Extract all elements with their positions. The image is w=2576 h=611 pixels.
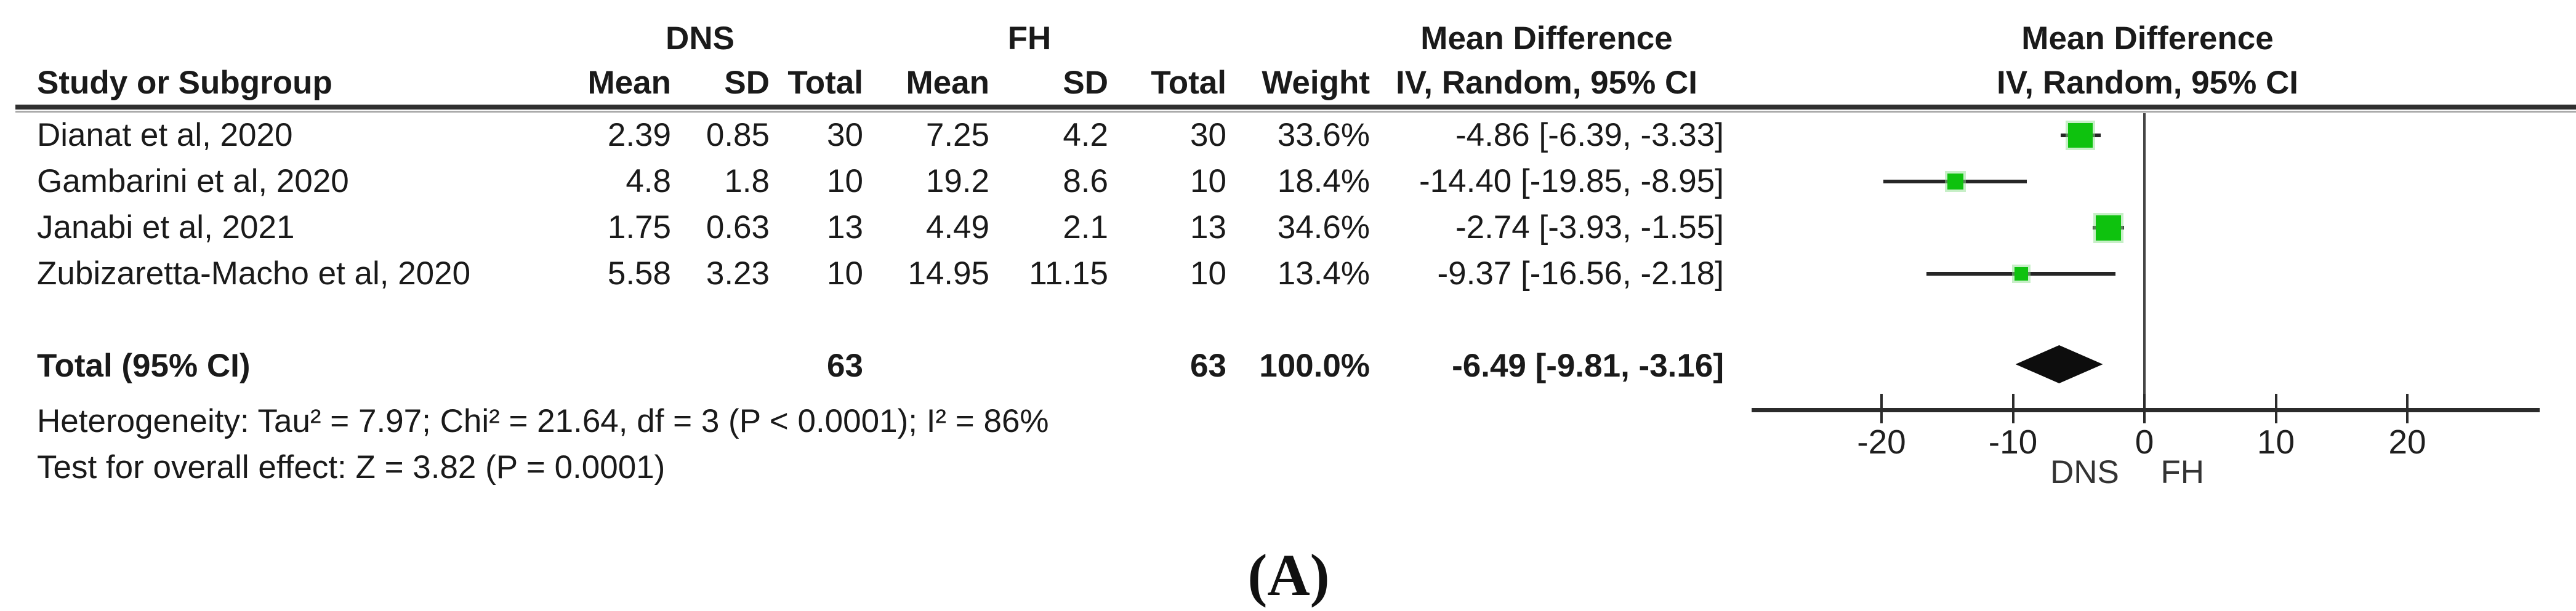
- total-label: Total (95% CI): [37, 348, 251, 384]
- col-header-dns-sd: SD: [724, 65, 770, 101]
- total-dns-n: 63: [827, 348, 863, 384]
- col-header-iv-random: IV, Random, 95% CI: [1396, 65, 1697, 101]
- study-name: Janabi et al, 2021: [37, 209, 295, 246]
- panel-letter: (A): [1247, 542, 1330, 608]
- plot-title: Mean Difference: [2021, 20, 2274, 57]
- group-header-fh: FH: [1007, 20, 1052, 57]
- col-header-dns-total: Total: [787, 65, 863, 101]
- col-header-fh-total: Total: [1151, 65, 1226, 101]
- plot-header-iv-random: IV, Random, 95% CI: [1997, 65, 2298, 101]
- effect-marker: [2096, 215, 2121, 241]
- dns-total-value: 30: [827, 117, 863, 153]
- col-header-fh-mean: Mean: [906, 65, 989, 101]
- axis-tick: [2274, 394, 2277, 423]
- dns-total-value: 13: [827, 209, 863, 246]
- md-column-title: Mean Difference: [1420, 20, 1673, 57]
- axis-tick: [1880, 394, 1883, 423]
- fh-sd-value: 4.2: [1063, 117, 1108, 153]
- dns-total-value: 10: [827, 255, 863, 292]
- axis-tick: [2406, 394, 2409, 423]
- zero-reference-line: [2143, 113, 2146, 410]
- total-diamond: [2015, 345, 2103, 383]
- fh-total-value: 10: [1190, 163, 1226, 199]
- x-axis-line: [1752, 408, 2540, 412]
- dns-sd-value: 1.8: [724, 163, 770, 199]
- total-weight: 100.0%: [1259, 348, 1370, 384]
- study-name: Gambarini et al, 2020: [37, 163, 349, 199]
- effect-marker: [2068, 123, 2093, 148]
- total-fh-n: 63: [1190, 348, 1226, 384]
- axis-tick-label: -10: [1988, 423, 2038, 461]
- col-header-study: Study or Subgroup: [37, 65, 332, 101]
- axis-tick-label: 10: [2256, 423, 2295, 461]
- axis-label-favours-dns: DNS: [2050, 454, 2119, 490]
- col-header-weight: Weight: [1262, 65, 1370, 101]
- fh-mean-value: 14.95: [908, 255, 989, 292]
- study-name: Dianat et al, 2020: [37, 117, 293, 153]
- dns-total-value: 10: [827, 163, 863, 199]
- total-ci-text: -6.49 [-9.81, -3.16]: [1452, 348, 1724, 384]
- weight-value: 13.4%: [1277, 255, 1370, 292]
- ci-text: -2.74 [-3.93, -1.55]: [1455, 209, 1724, 246]
- fh-sd-value: 8.6: [1063, 163, 1108, 199]
- dns-mean-value: 5.58: [607, 255, 671, 292]
- header-rule-shadow: [15, 111, 2576, 113]
- fh-total-value: 13: [1190, 209, 1226, 246]
- axis-tick: [2011, 394, 2015, 423]
- fh-mean-value: 7.25: [925, 117, 989, 153]
- dns-sd-value: 3.23: [706, 255, 770, 292]
- ci-text: -4.86 [-6.39, -3.33]: [1455, 117, 1724, 153]
- ci-text: -9.37 [-16.56, -2.18]: [1437, 255, 1724, 292]
- weight-value: 18.4%: [1277, 163, 1370, 199]
- dns-mean-value: 1.75: [607, 209, 671, 246]
- dns-sd-value: 0.63: [706, 209, 770, 246]
- effect-marker: [1947, 174, 1963, 190]
- axis-tick-label: -20: [1857, 423, 1906, 461]
- col-header-dns-mean: Mean: [587, 65, 671, 101]
- dns-sd-value: 0.85: [706, 117, 770, 153]
- heterogeneity-note: Heterogeneity: Tau² = 7.97; Chi² = 21.64…: [37, 403, 1049, 439]
- fh-mean-value: 19.2: [925, 163, 989, 199]
- axis-tick-label: 20: [2388, 423, 2426, 461]
- overall-effect-note: Test for overall effect: Z = 3.82 (P = 0…: [37, 449, 666, 485]
- dns-mean-value: 4.8: [626, 163, 671, 199]
- header-rule: [15, 105, 2576, 110]
- effect-marker: [2014, 267, 2028, 281]
- fh-total-value: 30: [1190, 117, 1226, 153]
- axis-tick: [2143, 394, 2146, 423]
- fh-sd-value: 11.15: [1029, 255, 1108, 292]
- group-header-dns: DNS: [666, 20, 735, 57]
- axis-tick-label: 0: [2135, 423, 2154, 461]
- study-name: Zubizaretta-Macho et al, 2020: [37, 255, 471, 292]
- ci-text: -14.40 [-19.85, -8.95]: [1419, 163, 1724, 199]
- weight-value: 34.6%: [1277, 209, 1370, 246]
- fh-mean-value: 4.49: [925, 209, 989, 246]
- fh-sd-value: 2.1: [1063, 209, 1108, 246]
- axis-direction-labels: DNS FH: [2050, 454, 2204, 491]
- axis-label-favours-fh: FH: [2160, 454, 2204, 490]
- dns-mean-value: 2.39: [607, 117, 671, 153]
- col-header-fh-sd: SD: [1063, 65, 1108, 101]
- weight-value: 33.6%: [1277, 117, 1370, 153]
- fh-total-value: 10: [1190, 255, 1226, 292]
